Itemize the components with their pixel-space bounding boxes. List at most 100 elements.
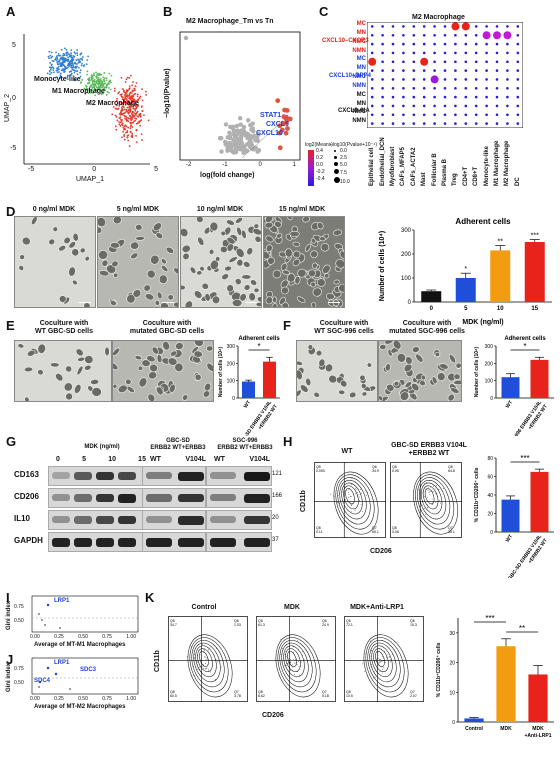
umap-xtick: -5 [28, 166, 35, 173]
k-flow-ylabel: CD11b [154, 650, 161, 672]
chart-ytick-label: 200 [401, 252, 412, 258]
pair-label-cxcl10-cxcr3: CXCL10–CXCR3 [322, 38, 369, 44]
flow-quadrant-label: Q6 [448, 465, 453, 469]
chart-ytick-label: 10 [449, 690, 455, 696]
dotplot-row-label: MN [356, 29, 366, 36]
dotplot-col-label: Endothelial_DCN [379, 137, 386, 186]
dotplot-row-label: MN [356, 65, 366, 72]
dotplot-col-label: CD8+T [473, 166, 480, 186]
volcano-ylabel: −log10(Pvalue) [164, 68, 171, 118]
chart-ylabel: Number of cells (10⁴) [218, 347, 224, 398]
chart-signif: * [523, 342, 526, 351]
j-ytick: 0.50 [14, 680, 24, 686]
dotplot-title: M2 Macrophage [412, 14, 465, 21]
wb-group2-title: GBC-SD ERBB2 WT+ERBB3 [150, 438, 206, 451]
volcano-xtick: 0 [258, 162, 262, 168]
panel-letter-i: I [6, 590, 10, 605]
chart-signif: ** [498, 239, 504, 246]
flow-quadrant-value: 2.07 [410, 694, 417, 698]
chart-ytick-label: 200 [485, 361, 494, 367]
chart-bar [262, 361, 277, 398]
chart-ylabel: Number of cells (10⁴) [379, 231, 386, 301]
i-ytick: 0.75 [14, 604, 24, 610]
wb-band [52, 472, 70, 479]
flow-quadrant-label: Q7 [372, 526, 377, 530]
dotplot-col-label: Myofibroblast [390, 146, 396, 186]
chart-bar [241, 381, 256, 398]
h-flow-title-1: GBC-SD ERBB3 V104L +ERBB2 WT [391, 442, 467, 457]
flow-quadrant-value: 10.5 [346, 694, 353, 698]
wb-band [210, 538, 236, 547]
flow-quadrant-value: 72.1 [346, 623, 353, 627]
chart-bar [496, 646, 516, 722]
wb-group1-title: MDK (ng/ml) [84, 444, 120, 450]
chart-signif: * [464, 266, 467, 273]
volcano-plot [179, 31, 301, 161]
j-xticks: 0.00 0.25 0.50 0.75 1.00 [30, 696, 136, 702]
dotplot-col-label: M1 Macrophage [494, 140, 500, 186]
chart-bar [501, 377, 520, 398]
flow-quadrant-value: 60.5 [170, 694, 177, 698]
dotplot-col-label: DC [514, 177, 521, 186]
flow-quadrant-label: Q7 [322, 690, 327, 694]
wb-band [244, 516, 270, 525]
chart-ytick-label: 0 [408, 300, 412, 306]
wb-protein-label: GAPDH [14, 536, 43, 545]
panel-letter-a: A [6, 4, 16, 19]
flow-quadrant-value: 3.78 [234, 694, 241, 698]
h-flow-ylabel: CD11b [300, 490, 307, 512]
chart-ytick-label: 300 [401, 228, 412, 234]
chart-category-label: WT [505, 400, 514, 410]
flow-quadrant-value: 8.62 [258, 694, 265, 698]
dotplot-col-label: Follicular B [431, 153, 438, 186]
j-xlabel: Average of MT-M2 Macrophages [34, 704, 126, 710]
wb-band [146, 494, 172, 502]
legend-p-title: −log10(Pvalue+10⁻⁴) [330, 142, 378, 148]
e-image-label-0: Coculture with WT GBC-SD cells [35, 320, 93, 335]
wb-protein-label: CD206 [14, 492, 39, 501]
dotplot-row-label: MN [356, 100, 366, 107]
flow-quadrant-value: 34.9 [372, 469, 379, 473]
j-gene-sdc3: SDC3 [80, 667, 97, 673]
volcano-gene-stat1: STAT1 [260, 112, 282, 119]
umap-xtick: 5 [154, 166, 158, 173]
flow-quadrant-value: 35.1 [448, 530, 455, 534]
chart-ytick-label: 0 [452, 720, 455, 726]
k-flow-title-0: Control [191, 604, 217, 611]
wb-band [146, 472, 172, 480]
chart-signif: *** [485, 614, 494, 623]
i-xlabel: Average of MT-M1 Macrophages [34, 642, 126, 648]
k-flow-xlabel: CD206 [262, 712, 284, 719]
dotplot-row-label: MC [356, 21, 366, 27]
legend-mean-values: 0.4 0.2 0.0 -0.2 -0.4 [316, 148, 325, 182]
flow-quadrant-label: Q6 [372, 465, 377, 469]
wb-band [178, 494, 204, 503]
chart-ytick-label: 0 [232, 396, 235, 402]
umap-plot [23, 34, 150, 165]
chart-bar [501, 499, 520, 532]
wb-band [244, 494, 270, 503]
d-micrograph-2 [180, 216, 262, 308]
wb-protein-label: CD163 [14, 470, 39, 479]
umap-label-monocyte: Monocyte-like [34, 76, 81, 83]
dotplot-row-label: NMN [352, 47, 366, 54]
i-gene-lrp1: LRP1 [54, 598, 70, 604]
i-ylabel: Gini index [6, 600, 12, 630]
wb-group1-lanes: 0 5 10 15 [56, 456, 146, 463]
flow-quadrant-label: Q8 [258, 690, 263, 694]
h-flow-title-0: WT [341, 448, 353, 455]
i-xticks: 0.00 0.25 0.50 0.75 1.00 [30, 634, 136, 640]
j-scatter [31, 657, 139, 695]
j-gene-sdc4: SDC4 [34, 678, 51, 684]
wb-band [146, 516, 172, 523]
chart-title: Adherent cells [455, 217, 511, 226]
chart-category-label: MDK [532, 726, 544, 732]
legend-mean-colorbar [308, 150, 314, 186]
chart-ytick-label: 0 [490, 530, 493, 536]
flow-quadrant-label: Q7 [410, 690, 415, 694]
umap-ytick: 5 [12, 42, 16, 49]
